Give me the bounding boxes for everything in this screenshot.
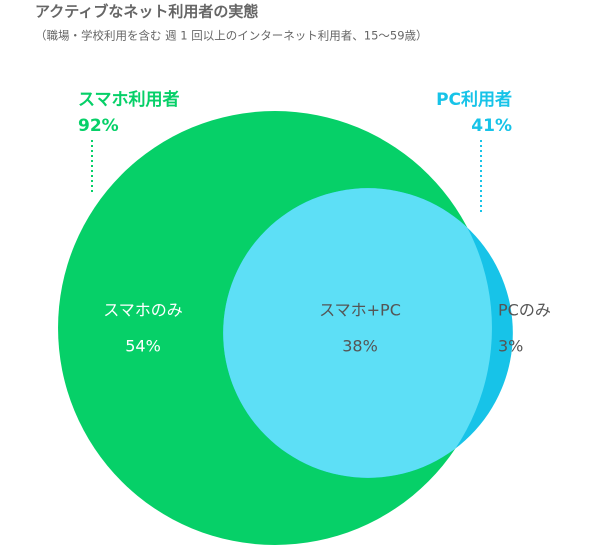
set-name: スマホ利用者 <box>78 89 180 110</box>
region-name: スマホのみ <box>103 301 183 320</box>
venn <box>58 111 513 545</box>
set-name: PC利用者 <box>436 89 512 110</box>
set-value: 41% <box>471 116 512 136</box>
region-value: 3% <box>498 337 523 356</box>
region-name: PCのみ <box>498 301 551 320</box>
region-value: 38% <box>342 337 378 356</box>
chart-subtitle: （職場・学校利用を含む 週 1 回以上のインターネット利用者、15〜59歳） <box>35 29 428 43</box>
set-value: 92% <box>78 116 119 136</box>
overlap-region <box>223 188 492 478</box>
region-value: 54% <box>125 337 161 356</box>
region-name: スマホ+PC <box>319 301 401 320</box>
chart-title: アクティブなネット利用者の実態 <box>35 3 258 21</box>
labels: スマホ利用者 92% PC利用者 41% スマホのみ 54% スマホ+PC 38% PCのみ 3% <box>78 89 551 356</box>
